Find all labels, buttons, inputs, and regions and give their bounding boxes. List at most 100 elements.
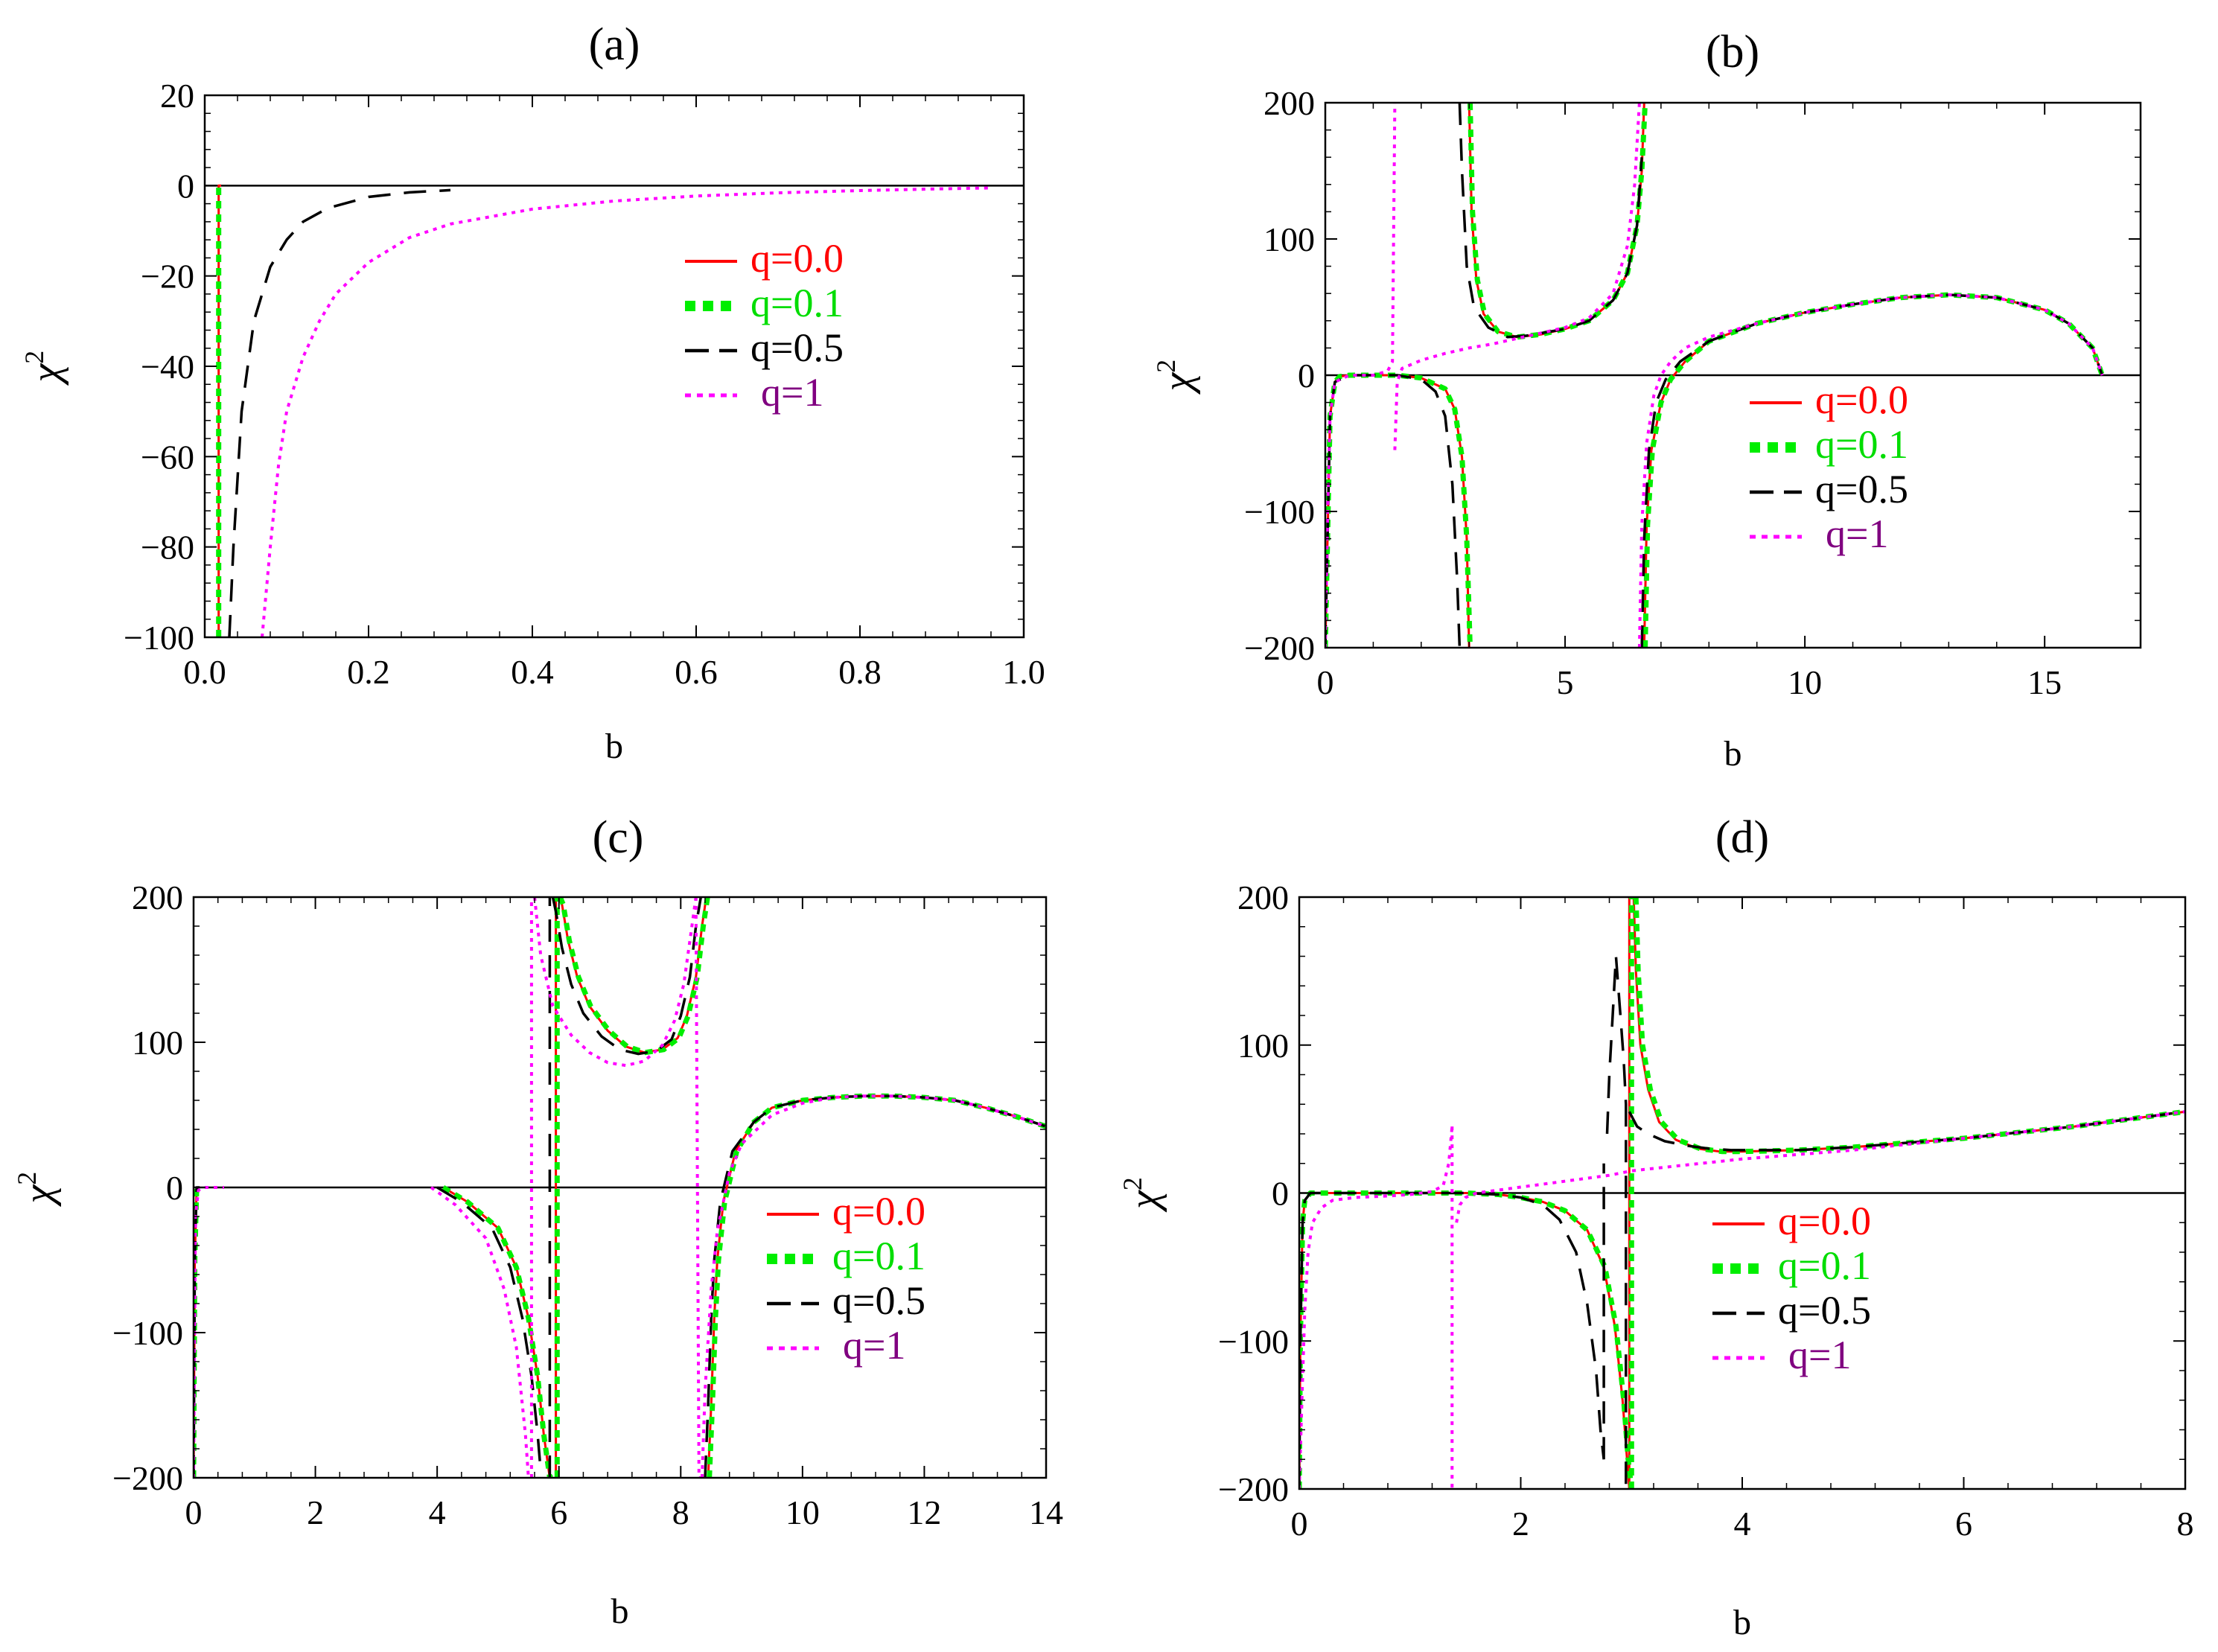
x-tick-label: 0.4	[511, 653, 554, 691]
y-tick-label: 0	[1298, 357, 1315, 395]
chart-panel-4: (d)0 2 4 6 82001000−100−200bχ2q=0.0q=0.1q=0.…	[1118, 812, 2194, 1642]
y-tick-label: 0	[177, 167, 194, 205]
chart-panel-1: (a) 0.0 0.2 0.4 0.6 0.8 1.0 20 0 −20 −40 −60 −80 −100…	[19, 19, 1045, 766]
series-line-q-0-5	[228, 188, 451, 637]
x-tick-label: 6	[550, 1493, 567, 1531]
chart-title: (b)	[1706, 27, 1759, 77]
x-axis-label: b	[1724, 734, 1742, 774]
y-axis-label-exponent: 2	[1151, 360, 1181, 373]
chart-title: (a)	[589, 19, 640, 70]
x-tick-label: 1.0	[1002, 653, 1045, 691]
series-line-q-0-1	[216, 182, 222, 637]
x-tick-label: 15	[2027, 663, 2062, 701]
y-tick-label: 100	[1237, 1027, 1289, 1065]
x-tick-label: 0	[1291, 1505, 1308, 1543]
x-axis-label: b	[1733, 1603, 1751, 1642]
y-tick-label: 0	[166, 1169, 183, 1207]
legend: q=0.0q=0.1q=0.5q=1	[1750, 377, 1908, 556]
x-tick-label: 5	[1557, 663, 1574, 701]
y-tick-label: −20	[141, 258, 194, 296]
x-tick-label: 4	[1734, 1505, 1751, 1543]
x-tick-label: 10	[1788, 663, 1822, 701]
legend-label: q=1	[1826, 511, 1888, 556]
x-tick-label: 0	[1317, 663, 1334, 701]
y-tick-label: 100	[1263, 220, 1315, 258]
legend-label: q=0.5	[1815, 467, 1908, 511]
x-tick-label: 0.0	[183, 653, 226, 691]
legend-label: q=0.1	[832, 1234, 925, 1278]
series-line-q-0-1	[194, 897, 1046, 1478]
legend-label: q=0.1	[1778, 1243, 1871, 1288]
x-tick-label: 0.6	[675, 653, 718, 691]
legend: q=0.0q=0.1q=0.5q=1	[767, 1189, 925, 1368]
x-tick-label: 2	[1512, 1505, 1529, 1543]
y-axis-label: χ2	[1118, 1177, 1167, 1213]
x-tick-label: 0.8	[838, 653, 882, 691]
x-tick-label: 8	[2177, 1505, 2194, 1543]
y-tick-label: −100	[1218, 1322, 1289, 1360]
legend-label: q=0.0	[832, 1189, 925, 1234]
legend-label: q=0.1	[751, 281, 844, 325]
series-line-q-0-5	[1299, 954, 2185, 1489]
y-tick-label: −100	[112, 1314, 183, 1352]
y-axis-label: χ2	[19, 351, 69, 386]
y-axis-label-base: χ	[16, 1184, 62, 1207]
chart-panel-2: (b) 0 5 10 15 200 100 0 −100 −200 b χ2 q=0.0q=0.1q=0…	[1151, 27, 2142, 774]
y-tick-label: 200	[132, 878, 183, 916]
y-axis-label: χ2	[1151, 360, 1201, 395]
y-axis-label-exponent: 2	[19, 351, 49, 364]
series-line-q-1	[1299, 1110, 2185, 1489]
y-tick-label: −40	[141, 348, 194, 386]
legend-label: q=0.1	[1815, 422, 1908, 467]
x-tick-label: 12	[907, 1493, 941, 1531]
y-tick-label: −100	[1244, 493, 1315, 531]
x-tick-label: 10	[785, 1493, 820, 1531]
y-tick-label: 200	[1263, 84, 1315, 122]
legend: q=0.0q=0.1q=0.5q=1	[1712, 1199, 1871, 1377]
legend-label: q=0.5	[832, 1278, 925, 1323]
series-line-q-1	[1325, 103, 2104, 648]
x-tick-label: 14	[1029, 1493, 1063, 1531]
y-axis-label: χ2	[12, 1172, 62, 1208]
y-tick-label: −80	[141, 529, 194, 567]
y-axis-label-base: χ	[1121, 1190, 1167, 1213]
y-tick-label: 200	[1237, 878, 1289, 916]
y-tick-label: 100	[132, 1024, 183, 1062]
legend-label: q=0.5	[1778, 1288, 1871, 1333]
chart-title: (c)	[593, 812, 644, 863]
y-axis-label-base: χ	[23, 363, 69, 386]
chart-title: (d)	[1715, 812, 1769, 863]
y-tick-label: 0	[1272, 1175, 1289, 1213]
legend-label: q=1	[843, 1323, 905, 1368]
legend-label: q=0.0	[1778, 1199, 1871, 1243]
x-axis-label: b	[611, 1592, 629, 1631]
y-tick-label: −200	[1218, 1470, 1289, 1508]
legend-label: q=0.0	[751, 236, 844, 281]
x-tick-label: 0	[185, 1493, 203, 1531]
legend-label: q=1	[761, 370, 823, 415]
x-tick-label: 0.2	[347, 653, 390, 691]
legend-label: q=1	[1788, 1333, 1851, 1377]
y-axis-label-base: χ	[1155, 371, 1201, 395]
series-line-q-0-1	[1299, 897, 2185, 1489]
x-axis-label: b	[605, 727, 623, 766]
series-line-q-0-5	[194, 897, 1046, 1478]
y-tick-label: −200	[1244, 629, 1315, 667]
x-tick-label: 4	[429, 1493, 446, 1531]
x-tick-label: 2	[307, 1493, 324, 1531]
y-tick-label: −60	[141, 438, 194, 476]
y-tick-label: −100	[124, 619, 194, 657]
y-tick-label: −200	[112, 1459, 183, 1497]
legend: q=0.0q=0.1q=0.5q=1	[685, 236, 844, 415]
legend-label: q=0.5	[751, 325, 844, 370]
x-tick-label: 8	[672, 1493, 689, 1531]
y-axis-label-exponent: 2	[12, 1172, 42, 1185]
y-axis-label-exponent: 2	[1118, 1177, 1147, 1190]
legend-label: q=0.0	[1815, 377, 1908, 422]
y-tick-label: 20	[160, 77, 194, 115]
chart-panel-3: (c)0 2 4 6 8 10 12 142001000−100−200bχ2q=0.0q=0…	[12, 812, 1063, 1631]
x-tick-label: 6	[1955, 1505, 1972, 1543]
series-line-q-1	[261, 186, 992, 637]
